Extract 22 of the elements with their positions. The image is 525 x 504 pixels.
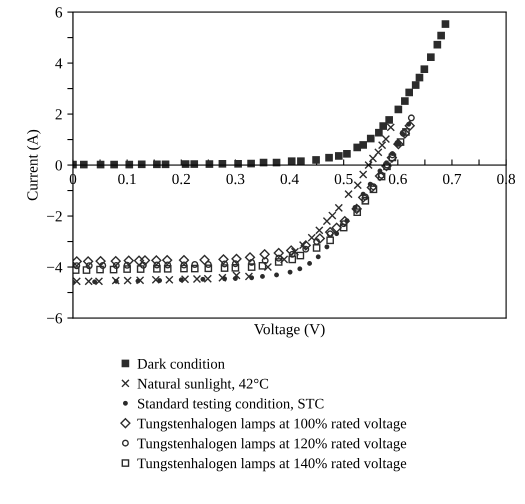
- x-tick-label: 0.5: [334, 174, 353, 184]
- y-axis-title: Current (A): [26, 130, 41, 200]
- x-tick-label: 0.3: [226, 174, 244, 184]
- legend-label: Dark condition: [138, 358, 225, 369]
- x-tick-label: 0.1: [118, 174, 136, 184]
- legend-label: Standard testing condition, STC: [138, 398, 324, 412]
- x-axis-title: Voltage (V): [254, 324, 325, 338]
- legend-label: Tungstenhalogen lamps at 100% rated voltage: [137, 418, 406, 432]
- y-tick-label: 4: [55, 58, 62, 68]
- y-tick-label: 2: [56, 109, 62, 120]
- x-tick-label: 0.2: [172, 174, 190, 184]
- x-tick-label: 0.7: [442, 174, 462, 184]
- y-tick-label: 0: [56, 160, 62, 171]
- legend-label: Natural sunlight, 42°C: [138, 378, 268, 392]
- y-tick-label: −6: [47, 313, 62, 324]
- legend-label: Tungstenhalogen lamps at 120% rated voltage: [137, 438, 406, 452]
- legend-label: Tungstenhalogen lamps at 140% rated voltage: [137, 458, 406, 472]
- x-tick-label: 0.6: [388, 174, 407, 184]
- x-tick-label: 0.4: [280, 174, 299, 184]
- y-tick-label: −4: [47, 262, 62, 272]
- y-tick-label: −2: [47, 211, 62, 222]
- y-tick-label: 6: [56, 7, 62, 18]
